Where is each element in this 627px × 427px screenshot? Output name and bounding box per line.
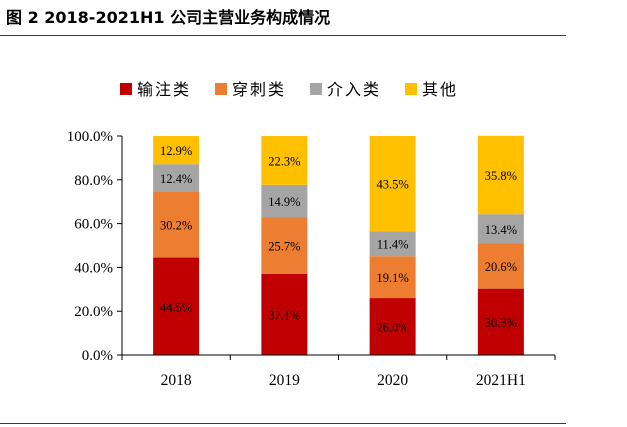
bar-segment: [261, 136, 308, 185]
bar-segment: [153, 257, 200, 355]
bar-segment: [153, 136, 200, 165]
data-label: 13.4%: [485, 223, 517, 237]
data-label: 26.0%: [376, 321, 408, 335]
chart-bars: [153, 135, 524, 355]
legend-swatch: [405, 83, 417, 95]
chart-data-labels: 44.5% 30.2% 12.4% 12.9% 37.1% 25.7% 14.9% 22.3%…: [160, 144, 517, 334]
bar-segment: [369, 136, 416, 232]
bottom-rule: [0, 423, 566, 424]
bar-segment: [477, 288, 524, 355]
y-axis-tick-label: 40.0%: [74, 260, 113, 276]
bar-segment: [369, 298, 416, 355]
data-label: 14.9%: [268, 195, 300, 209]
chart-legend: 输注类 穿刺类 介入类 其他: [120, 81, 458, 99]
y-axis-tick-label: 60.0%: [74, 217, 113, 233]
figure-title: 图 2 2018-2021H1 公司主营业务构成情况: [6, 8, 331, 27]
legend-label: 输注类: [137, 81, 191, 99]
bar-segment: [261, 217, 308, 274]
legend-swatch: [215, 83, 227, 95]
y-axis-tick-labels: 0.0% 20.0% 40.0% 60.0% 80.0% 100.0%: [67, 129, 113, 364]
bar-segment: [153, 164, 200, 192]
x-axis-category-label: 2019: [269, 372, 300, 389]
data-label: 20.6%: [485, 260, 517, 274]
x-axis-category-label: 2021H1: [476, 372, 526, 389]
legend-swatch: [310, 83, 322, 95]
data-label: 43.5%: [376, 178, 408, 192]
title-rule: [0, 35, 566, 36]
data-label: 30.3%: [485, 316, 517, 330]
legend-label: 穿刺类: [232, 81, 286, 99]
data-label: 22.3%: [268, 154, 300, 168]
bar-segment: [153, 191, 200, 258]
data-label: 19.1%: [376, 271, 408, 285]
bar-segment: [477, 214, 524, 244]
bar-segment: [261, 273, 308, 355]
legend-label: 介入类: [327, 81, 381, 99]
data-label: 11.4%: [377, 238, 409, 252]
data-label: 44.5%: [160, 300, 192, 314]
y-axis-tick-label: 0.0%: [82, 348, 113, 364]
data-label: 37.1%: [268, 308, 300, 322]
data-label: 12.4%: [160, 172, 192, 186]
data-label: 35.8%: [485, 169, 517, 183]
x-axis-category-label: 2018: [161, 372, 192, 389]
data-label: 12.9%: [160, 144, 192, 158]
bar-segment: [369, 231, 416, 257]
y-axis-tick-label: 80.0%: [74, 173, 113, 189]
bar-segment: [477, 243, 524, 289]
y-axis-tick-label: 20.0%: [74, 304, 113, 320]
legend-label: 其他: [422, 81, 458, 99]
y-axis-tick-label: 100.0%: [67, 129, 113, 145]
bar-segment: [477, 135, 524, 215]
data-label: 30.2%: [160, 218, 192, 232]
x-axis-category-label: 2020: [377, 372, 408, 389]
data-label: 25.7%: [268, 240, 300, 254]
bar-segment: [261, 184, 308, 218]
bar-segment: [369, 256, 416, 299]
chart-axes: [117, 135, 556, 360]
x-axis-tick-labels: 2018 2019 2020 2021H1: [161, 372, 526, 389]
legend-swatch: [120, 83, 132, 95]
